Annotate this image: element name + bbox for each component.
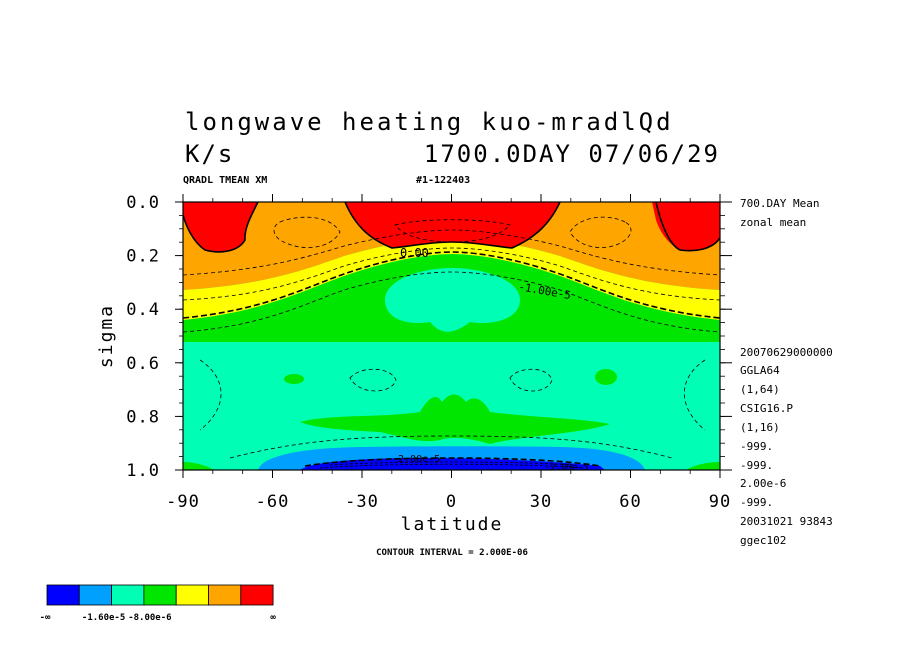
colorbar-swatch — [175, 584, 209, 606]
colorbar-swatch — [46, 584, 80, 606]
side-info-line: ggec102 — [740, 534, 786, 547]
contour-dashed-6 — [394, 219, 511, 243]
contour-minus-2e-5 — [304, 457, 601, 467]
units-label: K/s — [185, 140, 234, 168]
y-tick-label: 0.8 — [126, 407, 160, 427]
band-green-patch-right — [595, 369, 617, 385]
contour-dashed-1 — [183, 229, 720, 276]
side-info-line: CSIG16.P — [740, 402, 793, 415]
band-green-patch-left — [284, 374, 304, 384]
band-orange — [183, 202, 720, 290]
side-info-line: -999. — [740, 459, 773, 472]
contour-dashed-2 — [183, 247, 720, 301]
run-label: #1-122403 — [416, 175, 470, 186]
contour-label-zero: 0.00 — [400, 246, 429, 260]
contour-dashed-5 — [569, 216, 632, 248]
side-info-line: -999. — [740, 496, 773, 509]
side-info-line: GGLA64 — [740, 364, 780, 377]
y-tick-label: 0.6 — [126, 354, 160, 374]
contour-interval-label: CONTOUR INTERVAL = 2.000E-06 — [376, 548, 528, 558]
contour-dense-surface — [319, 461, 586, 469]
contour-lines — [183, 202, 720, 469]
side-info-line: zonal mean — [740, 216, 806, 229]
y-axis-title: sigma — [96, 304, 117, 368]
y-tick-label: 0.2 — [126, 247, 160, 267]
contour-label-surface-1: -2.00e-5 — [392, 454, 440, 465]
axes: -90 -60 -30 0 30 60 90 0.0 0.2 0.4 0.6 0.8 1.0 — [126, 193, 732, 512]
variable-label: QRADL TMEAN XM — [183, 175, 267, 186]
colorbar-swatch — [208, 584, 242, 606]
x-tick-label: -90 — [166, 492, 200, 512]
y-tick-label: 0.0 — [126, 193, 160, 213]
side-info-line: 2.00e-6 — [740, 477, 786, 490]
colorbar-label: -∞ — [40, 613, 51, 623]
side-info-line: (1,64) — [740, 383, 780, 396]
side-info-line: 20070629000000 — [740, 346, 833, 359]
band-yellow — [183, 238, 720, 320]
contour-dashed-8 — [349, 368, 553, 392]
contour-dashed-4 — [273, 216, 341, 248]
chart-title: longwave heating kuo-mradlQd — [185, 108, 674, 136]
y-tick-label: 0.4 — [126, 300, 160, 320]
colorbar-legend: -∞ -1.60e-5 -8.00e-6 ∞ — [40, 584, 276, 623]
contour-dashed-7 — [199, 359, 706, 431]
contour-field: 0.00 -1.00e-5 -2.00e-5 -2.00e-5 — [183, 202, 720, 473]
contour-dashed-9 — [229, 435, 673, 459]
time-label: 1700.0DAY 07/06/29 — [424, 140, 720, 168]
y-tick-label: 1.0 — [126, 461, 160, 481]
colorbar-swatch — [143, 584, 177, 606]
x-tick-label: 30 — [530, 492, 552, 512]
side-info-line: (1,16) — [740, 421, 780, 434]
band-green-surface-right — [686, 462, 720, 470]
contour-minus-1e-5 — [183, 251, 720, 319]
colorbar-swatch — [240, 584, 274, 606]
side-info-line: -999. — [740, 440, 773, 453]
band-green-surface-left — [183, 462, 214, 470]
band-green-lower — [300, 394, 610, 444]
band-red-left — [183, 202, 258, 252]
colorbar-swatch — [78, 584, 113, 606]
side-info-line: 20031021 93843 — [740, 515, 833, 528]
band-aqua-center — [385, 268, 520, 332]
side-info: 700.DAY Mean zonal mean 20070629000000 G… — [740, 197, 833, 547]
side-info-line: 700.DAY Mean — [740, 197, 819, 210]
colorbar-label: ∞ — [270, 613, 276, 623]
x-tick-label: -30 — [345, 492, 379, 512]
colorbar-label: -1.60e-5 — [82, 613, 125, 623]
x-tick-label: 90 — [709, 492, 731, 512]
colorbar-swatch — [111, 584, 145, 606]
x-axis-title: latitude — [401, 514, 504, 535]
contour-label-surface-2: -2.00e-5 — [545, 463, 588, 473]
contour-dashed-3 — [183, 271, 720, 333]
x-tick-label: 0 — [446, 492, 457, 512]
x-tick-label: 60 — [619, 492, 641, 512]
band-red-center — [345, 202, 560, 248]
x-tick-label: -60 — [256, 492, 290, 512]
colorbar-label: -8.00e-6 — [128, 613, 171, 623]
